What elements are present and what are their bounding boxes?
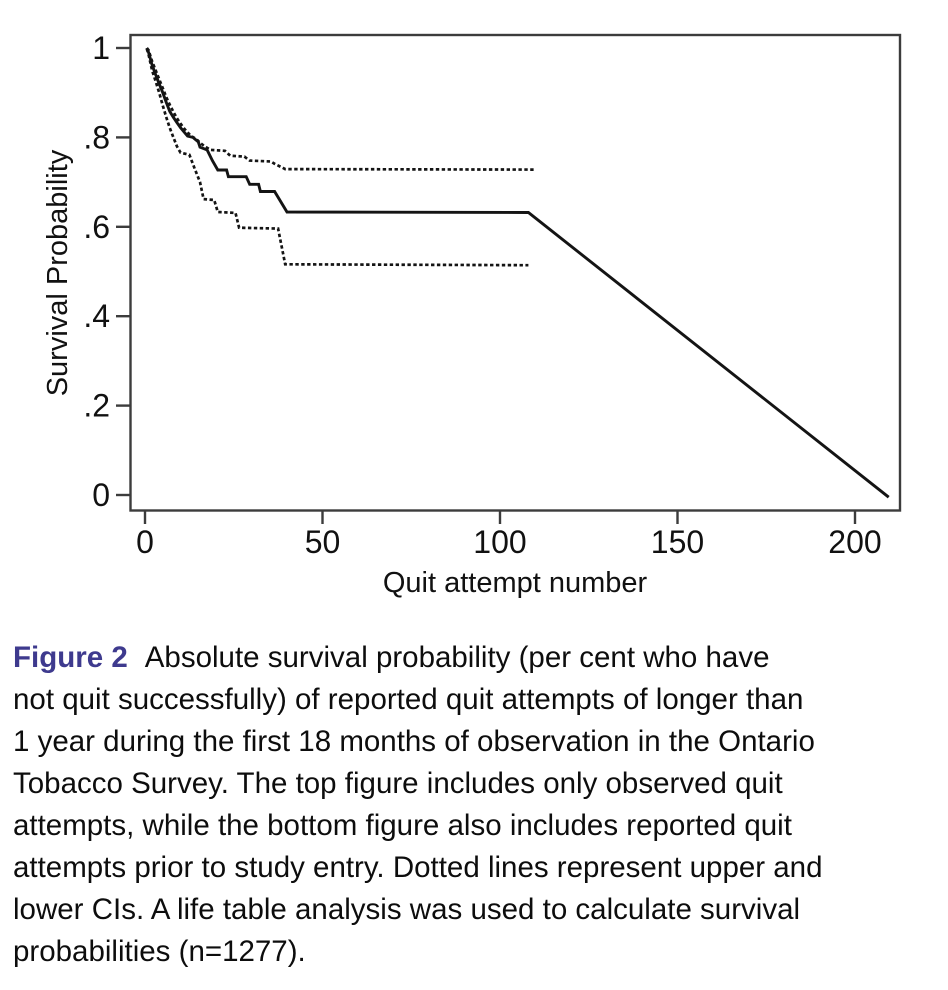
x-tick-label: 100	[473, 524, 526, 560]
y-tick-label: .6	[83, 209, 110, 245]
caption-line: probabilities (n=1277).	[13, 935, 306, 968]
x-tick-label: 200	[828, 524, 881, 560]
y-tick-label: .4	[83, 298, 110, 334]
y-tick-label: 1	[92, 30, 110, 66]
figure-label: Figure 2	[13, 641, 128, 674]
y-tick-label: .2	[83, 388, 110, 424]
upper-ci-curve	[145, 47, 536, 171]
caption-line: 1 year during the first 18 months of obs…	[13, 725, 815, 758]
caption-text: Absolute survival probability (per cent …	[144, 641, 770, 674]
x-tick-label: 50	[305, 524, 341, 560]
caption-line: lower CIs. A life table analysis was use…	[13, 893, 801, 926]
caption-line: Tobacco Survey. The top figure includes …	[13, 767, 783, 800]
survival-estimate-curve	[145, 47, 890, 499]
x-axis-label: Quit attempt number	[383, 567, 648, 599]
caption-line: Figure 2 Absolute survival probability (p…	[13, 637, 943, 679]
y-tick-label: .8	[83, 119, 110, 155]
caption-line: not quit successfully) of reported quit …	[13, 683, 804, 716]
survival-chart: 1 .8 .6 .4 .2 00 50 100 150 200 Survival Probabili…	[42, 30, 902, 599]
caption-line: attempts, while the bottom figure also i…	[13, 809, 792, 842]
plot-box	[129, 33, 902, 512]
y-axis-label: Survival Probability	[42, 149, 74, 396]
lower-ci-curve	[145, 48, 529, 267]
figure-caption: Figure 2 Absolute survival probability (p…	[13, 637, 943, 973]
caption-line: attempts prior to study entry. Dotted li…	[13, 851, 823, 884]
x-tick-label: 150	[651, 524, 704, 560]
x-tick-label: 0	[136, 524, 154, 560]
y-tick-label: 0	[92, 477, 110, 513]
